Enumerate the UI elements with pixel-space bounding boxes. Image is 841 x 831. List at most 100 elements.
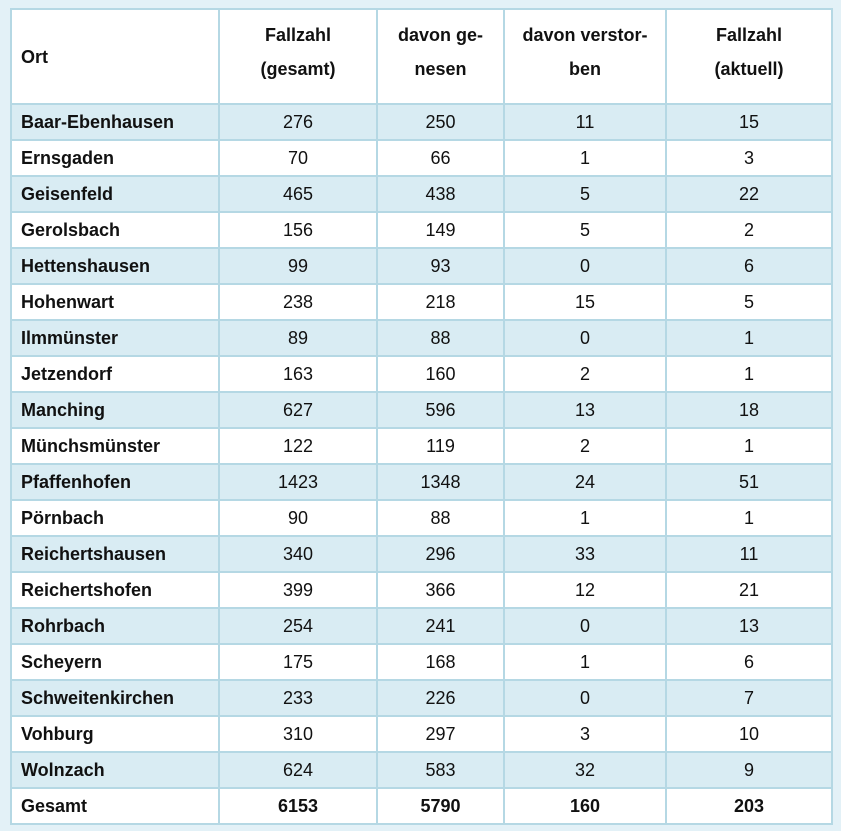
value-cell: 296 [376, 535, 505, 573]
table-row: Gerolsbach 156 149 5 2 [10, 211, 833, 249]
column-header-fallzahl-aktuell: Fallzahl (aktuell) [665, 8, 833, 105]
value-cell: 218 [376, 283, 505, 321]
value-cell: 93 [376, 247, 505, 285]
value-cell: 366 [376, 571, 505, 609]
ort-cell: Ilmmünster [10, 319, 220, 357]
ort-cell: Hohenwart [10, 283, 220, 321]
value-cell: 89 [218, 319, 378, 357]
total-value-cell: 5790 [376, 787, 505, 825]
ort-cell: Münchsmünster [10, 427, 220, 465]
value-cell: 163 [218, 355, 378, 393]
value-cell: 2 [503, 427, 667, 465]
value-cell: 33 [503, 535, 667, 573]
ort-cell: Pfaffenhofen [10, 463, 220, 501]
value-cell: 99 [218, 247, 378, 285]
value-cell: 1 [665, 319, 833, 357]
value-cell: 399 [218, 571, 378, 609]
value-cell: 340 [218, 535, 378, 573]
header-label-line: Fallzahl [264, 25, 331, 45]
table-row: Hohenwart 238 218 15 5 [10, 283, 833, 321]
value-cell: 88 [376, 319, 505, 357]
value-cell: 122 [218, 427, 378, 465]
header-label-line: ben [568, 59, 601, 79]
value-cell: 13 [503, 391, 667, 429]
value-cell: 583 [376, 751, 505, 789]
ort-cell: Schweitenkirchen [10, 679, 220, 717]
value-cell: 1 [665, 427, 833, 465]
value-cell: 6 [665, 247, 833, 285]
value-cell: 15 [665, 103, 833, 141]
value-cell: 0 [503, 679, 667, 717]
value-cell: 276 [218, 103, 378, 141]
value-cell: 66 [376, 139, 505, 177]
table-row: Reichertshausen 340 296 33 11 [10, 535, 833, 573]
value-cell: 1 [503, 643, 667, 681]
value-cell: 21 [665, 571, 833, 609]
value-cell: 1 [665, 355, 833, 393]
value-cell: 233 [218, 679, 378, 717]
value-cell: 241 [376, 607, 505, 645]
header-label-line: davon verstor- [522, 25, 648, 45]
table-row: Pfaffenhofen 1423 1348 24 51 [10, 463, 833, 501]
value-cell: 3 [503, 715, 667, 753]
value-cell: 226 [376, 679, 505, 717]
ort-cell: Ernsgaden [10, 139, 220, 177]
column-header-davon-genesen: davon ge-nesen [376, 8, 505, 105]
ort-cell: Rohrbach [10, 607, 220, 645]
table-row: Reichertshofen 399 366 12 21 [10, 571, 833, 609]
value-cell: 1423 [218, 463, 378, 501]
value-cell: 22 [665, 175, 833, 213]
value-cell: 250 [376, 103, 505, 141]
value-cell: 88 [376, 499, 505, 537]
value-cell: 32 [503, 751, 667, 789]
value-cell: 5 [503, 175, 667, 213]
ort-cell: Reichertshofen [10, 571, 220, 609]
table-row: Ernsgaden 70 66 1 3 [10, 139, 833, 177]
ort-cell: Manching [10, 391, 220, 429]
ort-cell: Jetzendorf [10, 355, 220, 393]
value-cell: 1 [503, 139, 667, 177]
table-row: Münchsmünster 122 119 2 1 [10, 427, 833, 465]
ort-cell: Scheyern [10, 643, 220, 681]
table-row: Vohburg 310 297 3 10 [10, 715, 833, 753]
total-label-cell: Gesamt [10, 787, 220, 825]
table-row: Ilmmünster 89 88 0 1 [10, 319, 833, 357]
total-value-cell: 160 [503, 787, 667, 825]
value-cell: 168 [376, 643, 505, 681]
value-cell: 1348 [376, 463, 505, 501]
ort-cell: Wolnzach [10, 751, 220, 789]
column-header-davon-verstorben: davon verstor-ben [503, 8, 667, 105]
ort-cell: Gerolsbach [10, 211, 220, 249]
value-cell: 310 [218, 715, 378, 753]
ort-cell: Hettenshausen [10, 247, 220, 285]
value-cell: 119 [376, 427, 505, 465]
table-row: Manching 627 596 13 18 [10, 391, 833, 429]
ort-cell: Reichertshausen [10, 535, 220, 573]
value-cell: 7 [665, 679, 833, 717]
value-cell: 6 [665, 643, 833, 681]
table-row: Baar-Ebenhausen 276 250 11 15 [10, 103, 833, 141]
ort-cell: Pörnbach [10, 499, 220, 537]
table-row: Hettenshausen 99 93 0 6 [10, 247, 833, 285]
value-cell: 0 [503, 607, 667, 645]
value-cell: 0 [503, 319, 667, 357]
table-row: Rohrbach 254 241 0 13 [10, 607, 833, 645]
case-numbers-table-container: Ort Fallzahl (gesamt) davon ge-nesen davon v… [10, 8, 833, 825]
value-cell: 156 [218, 211, 378, 249]
value-cell: 1 [503, 499, 667, 537]
ort-cell: Vohburg [10, 715, 220, 753]
value-cell: 465 [218, 175, 378, 213]
value-cell: 18 [665, 391, 833, 429]
value-cell: 15 [503, 283, 667, 321]
value-cell: 596 [376, 391, 505, 429]
table-row: Schweitenkirchen 233 226 0 7 [10, 679, 833, 717]
value-cell: 175 [218, 643, 378, 681]
value-cell: 297 [376, 715, 505, 753]
table-row: Pörnbach 90 88 1 1 [10, 499, 833, 537]
value-cell: 10 [665, 715, 833, 753]
value-cell: 0 [503, 247, 667, 285]
table-row: Scheyern 175 168 1 6 [10, 643, 833, 681]
value-cell: 24 [503, 463, 667, 501]
value-cell: 624 [218, 751, 378, 789]
table-row: Jetzendorf 163 160 2 1 [10, 355, 833, 393]
